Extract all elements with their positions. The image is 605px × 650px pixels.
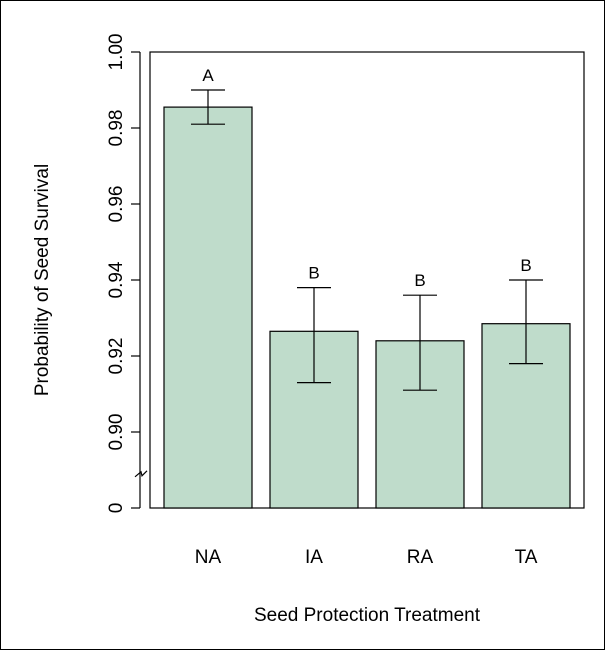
significance-letters: A B B B [202,66,531,290]
x-tick-label: RA [407,547,434,568]
y-tick-label: 0 [106,503,127,514]
y-axis: 0 0.90 0.92 0.94 0.96 0.98 1.00 [106,34,148,514]
significance-letter: B [308,264,319,283]
x-tick-label: NA [195,547,222,568]
x-tick-label: TA [515,547,538,568]
y-tick-label: 0.92 [106,338,127,375]
x-axis-labels: NA IA RA TA [195,547,538,568]
y-tick-label: 0.96 [106,186,127,223]
significance-letter: A [202,66,214,85]
y-tick-label: 1.00 [106,34,127,71]
bar [163,106,253,509]
significance-letter: B [520,256,531,275]
plot-box [149,51,585,509]
y-tick-label: 0.98 [106,110,127,147]
significance-letter: B [414,271,425,290]
y-tick-label: 0.94 [106,261,127,298]
error-bars [191,89,543,391]
y-tick-label: 0.90 [106,414,127,451]
y-axis-title: Probability of Seed Survival [32,164,53,396]
x-axis-title: Seed Protection Treatment [254,605,481,626]
axis-break-mark [134,470,148,478]
x-tick-label: IA [305,547,323,568]
bars [163,106,571,509]
